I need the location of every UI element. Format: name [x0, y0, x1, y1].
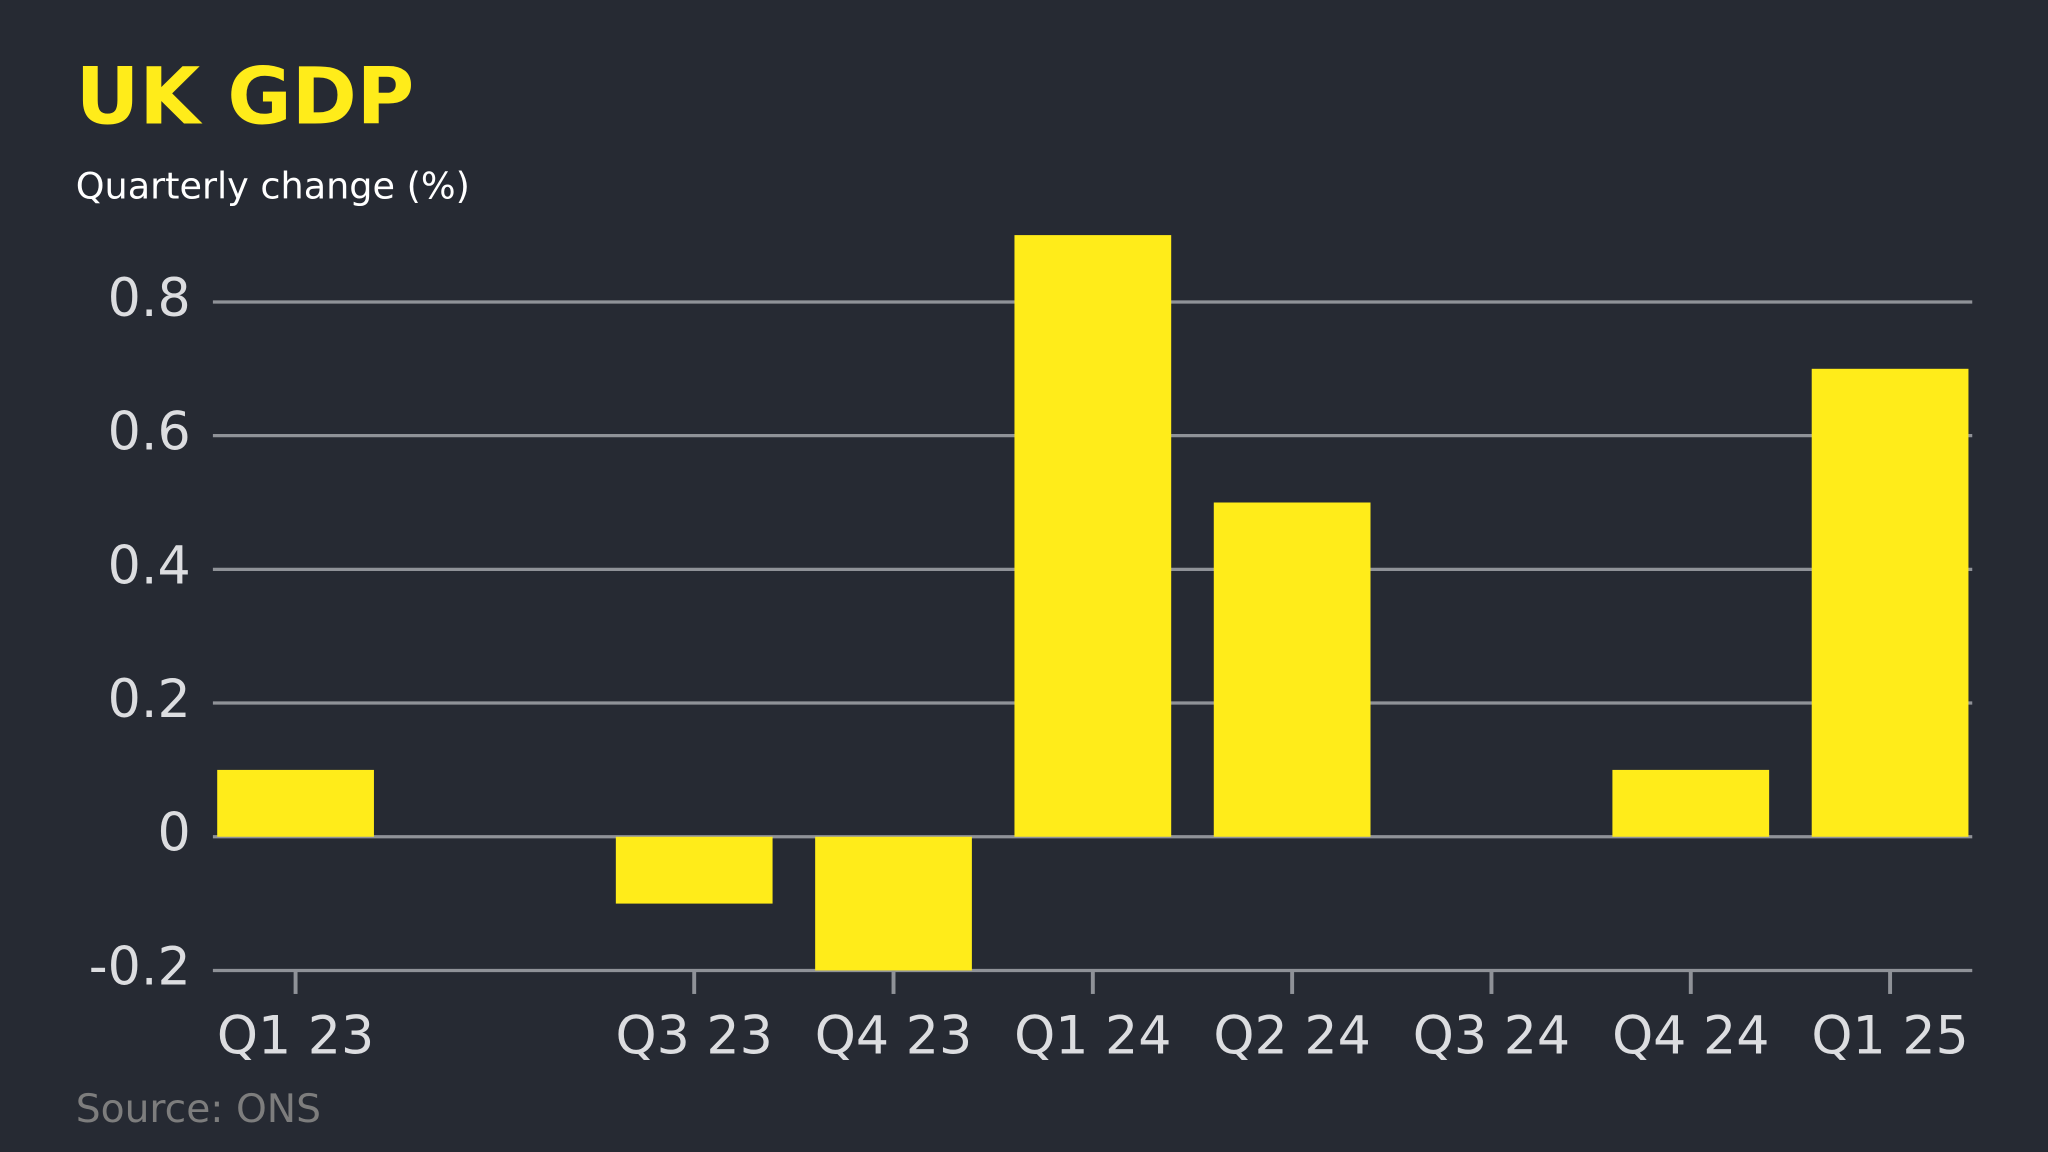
bar	[1213, 502, 1371, 837]
x-tick-label: Q1 24	[1014, 1007, 1171, 1067]
y-tick-label: -0.2	[89, 937, 191, 997]
x-tick-label: Q4 23	[815, 1007, 972, 1067]
chart-subtitle: Quarterly change (%)	[76, 165, 470, 208]
bar	[615, 836, 773, 904]
bar	[217, 769, 374, 837]
source-note: Source: ONS	[76, 1087, 321, 1132]
y-tick-label: 0	[157, 804, 190, 864]
x-tick-label: Q1 23	[217, 1007, 374, 1067]
x-tick-label: Q2 24	[1213, 1007, 1370, 1067]
bar	[815, 836, 972, 971]
y-tick-label: 0.6	[108, 403, 191, 463]
chart-title: UK GDP	[76, 51, 414, 142]
x-tick-label: Q3 23	[615, 1007, 772, 1067]
y-tick-label: 0.8	[108, 269, 191, 329]
x-tick-label: Q1 25	[1811, 1007, 1968, 1067]
x-tick-label: Q3 24	[1413, 1007, 1570, 1067]
bar	[1014, 235, 1172, 837]
x-tick-label: Q4 24	[1612, 1007, 1769, 1067]
y-tick-label: 0.4	[108, 536, 191, 596]
bar	[1612, 769, 1770, 837]
y-tick-label: 0.2	[108, 670, 191, 730]
bar	[1811, 368, 1969, 837]
